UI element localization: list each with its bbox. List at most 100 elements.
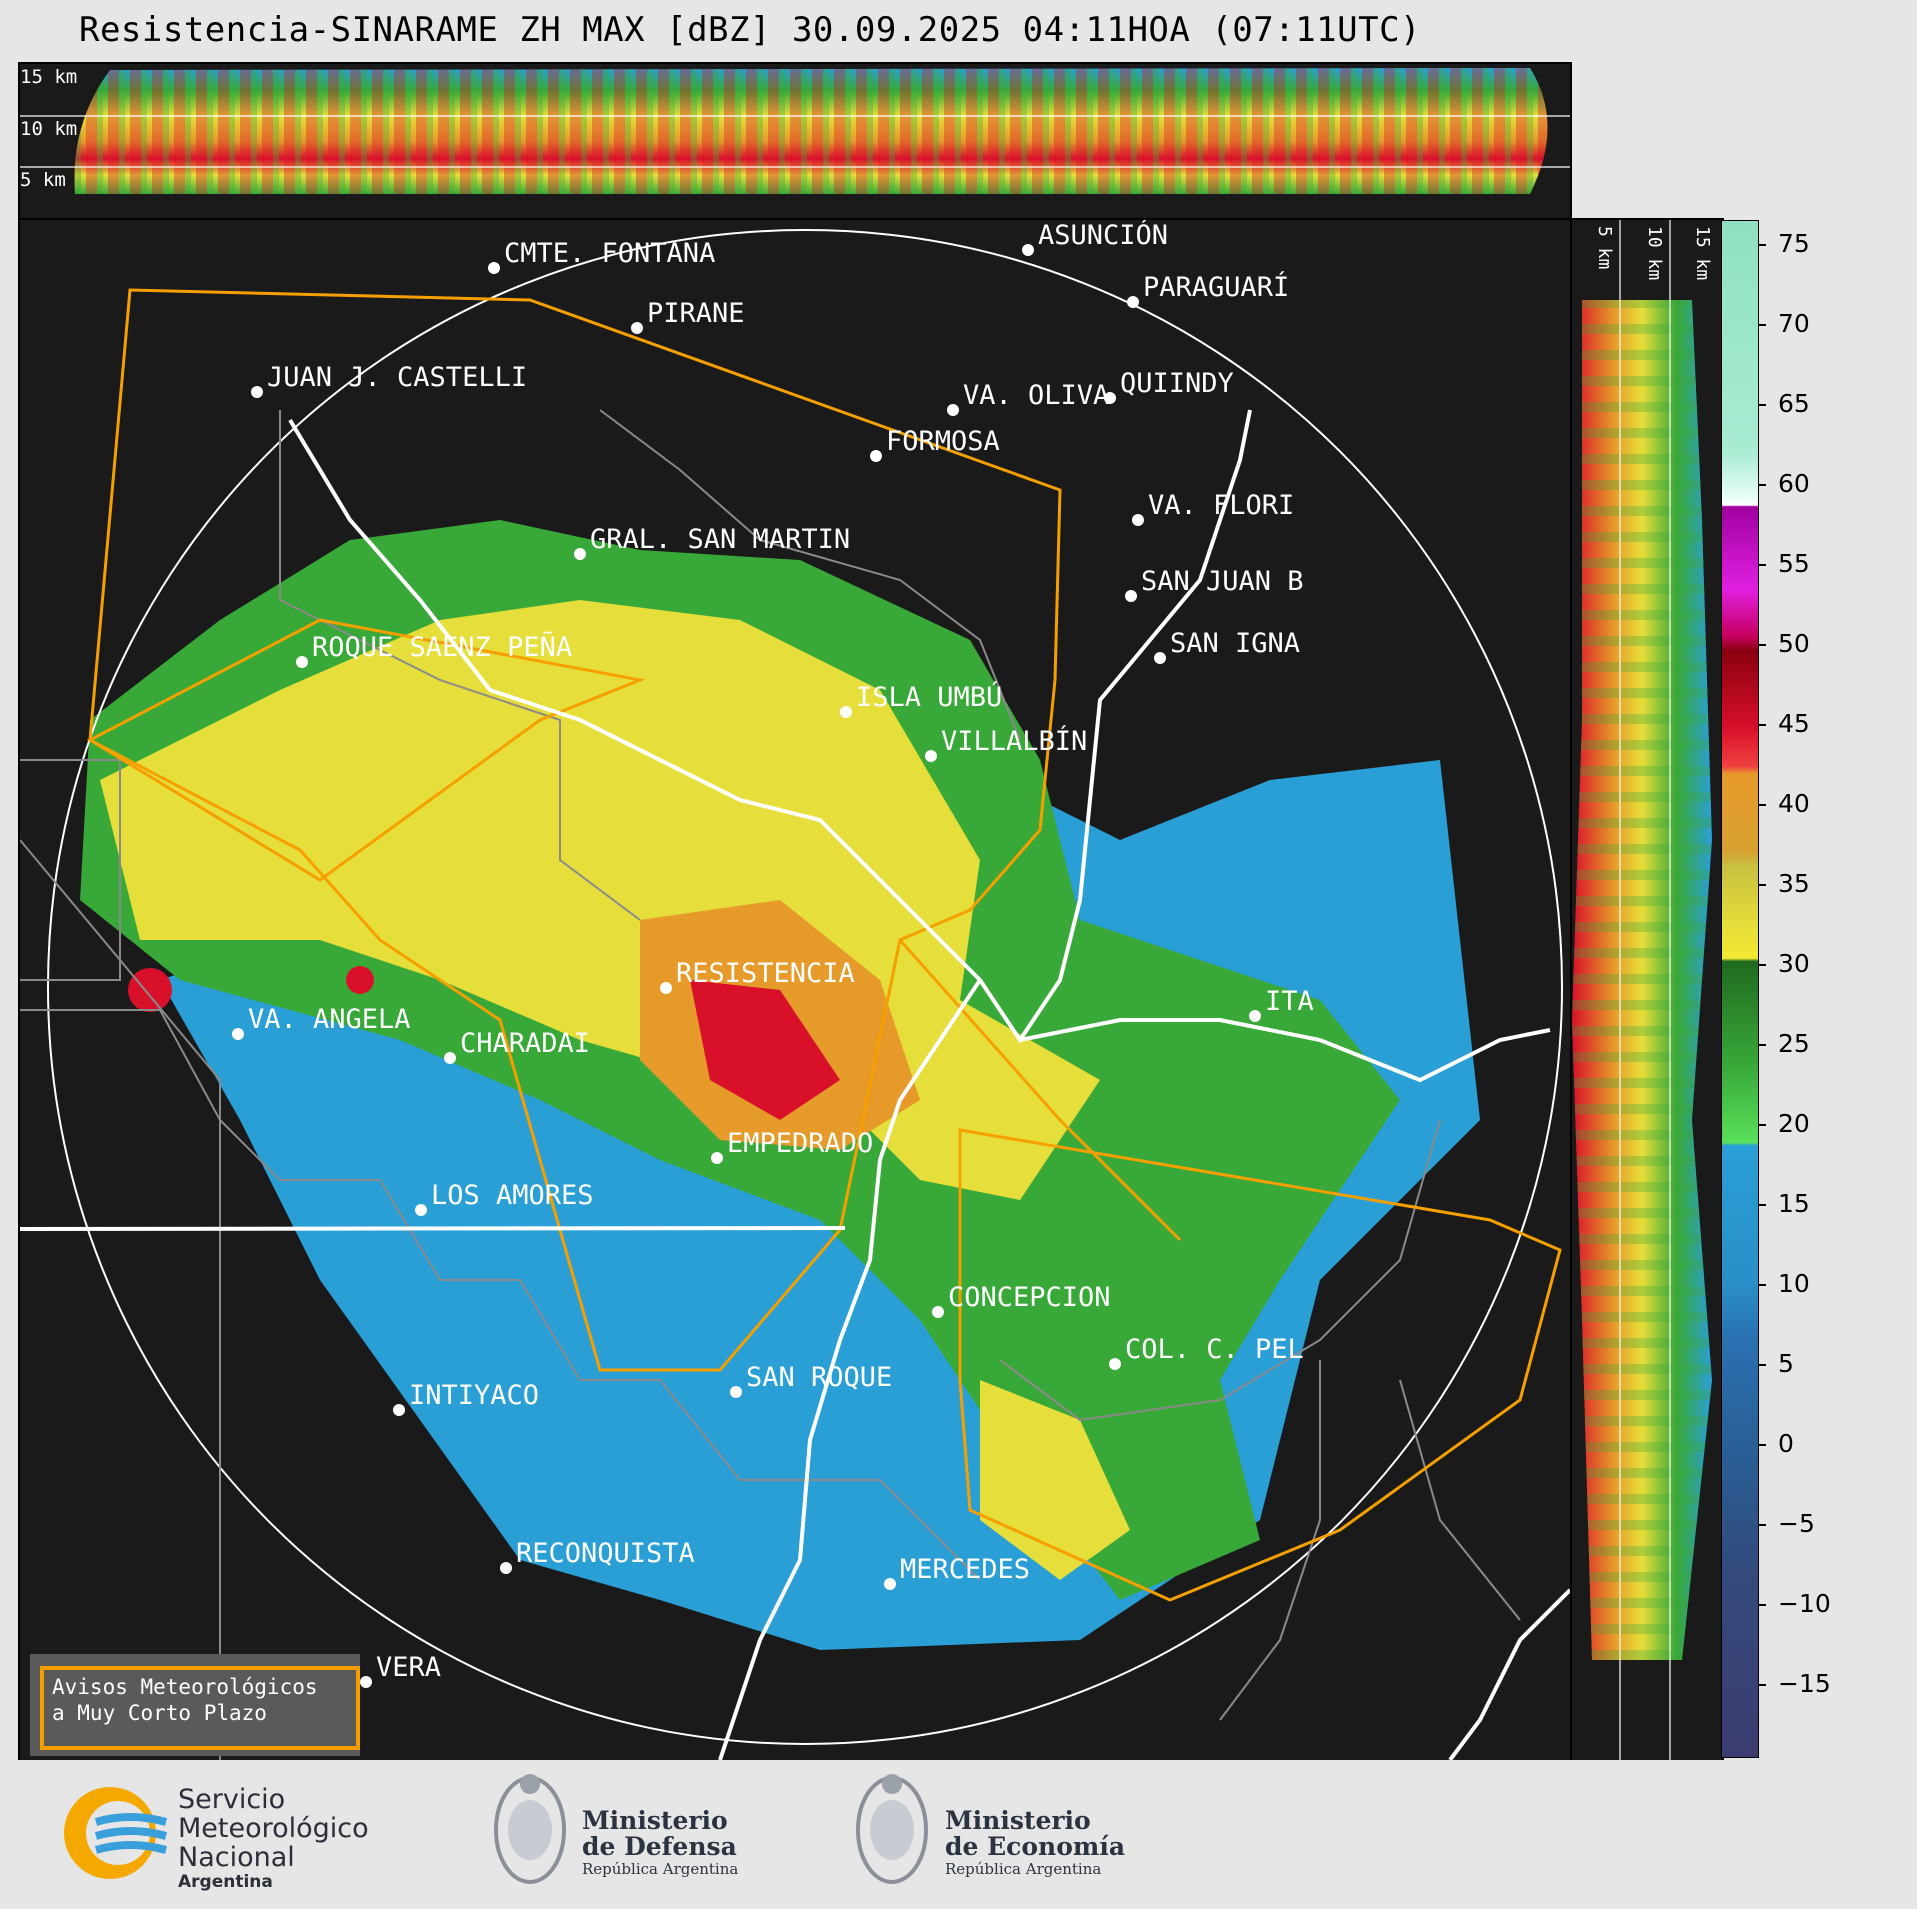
city-label: ITA (1265, 986, 1314, 1017)
colorbar-tick-label: 60 (1778, 469, 1810, 498)
province-boundaries (20, 409, 1521, 1760)
city-label: QUIINDY (1120, 368, 1234, 399)
city-marker (1104, 392, 1116, 404)
colorbar-tick-mark (1758, 1684, 1766, 1686)
colorbar-tick-label: 5 (1778, 1349, 1794, 1378)
city-marker (840, 706, 852, 718)
economia-line1: Ministerio (945, 1806, 1091, 1835)
colorbar-tick-mark (1758, 324, 1766, 326)
city-label: ASUNCIÓN (1038, 220, 1169, 251)
city-label: CONCEPCION (948, 1282, 1111, 1313)
city-label: SAN ROQUE (746, 1362, 893, 1393)
economia-line3: República Argentina (945, 1860, 1102, 1878)
city-marker (1132, 514, 1144, 526)
smn-line1: Servicio (178, 1784, 286, 1815)
colorbar-tick-label: −10 (1778, 1589, 1831, 1618)
range-ring (47, 229, 1563, 1745)
smn-logo-icon (64, 1787, 168, 1879)
logo-graphics (64, 1774, 928, 1884)
city-marker (393, 1404, 405, 1416)
city-label: VA. OLIVA (963, 380, 1110, 411)
colorbar-tick-mark (1758, 1124, 1766, 1126)
colorbar-tick-label: 40 (1778, 789, 1810, 818)
city-label: CHARADAI (460, 1028, 591, 1059)
top-cross-section-graphic (20, 64, 1570, 218)
colorbar-tick-mark (1758, 564, 1766, 566)
city-marker (1022, 244, 1034, 256)
city-label: GRAL. SAN MARTIN (590, 524, 851, 555)
colorbar (1721, 220, 1759, 1758)
city-marker (1109, 1358, 1121, 1370)
top-height-label-15: 15 km (20, 66, 78, 88)
colorbar-tick-label: 75 (1778, 229, 1810, 258)
top-cross-section-panel: 15 km 10 km 5 km (18, 62, 1572, 220)
colorbar-tick-mark (1758, 244, 1766, 246)
city-marker (500, 1562, 512, 1574)
city-marker (444, 1052, 456, 1064)
city-marker (251, 386, 263, 398)
city-label: VA. ANGELA (248, 1004, 411, 1035)
radar-map (20, 220, 1570, 1760)
city-marker (870, 450, 882, 462)
colorbar-tick-mark (1758, 1604, 1766, 1606)
city-marker (925, 750, 937, 762)
colorbar-tick-mark (1758, 1204, 1766, 1206)
radar-map-panel: CMTE. FONTANA ASUNCIÓN PARAGUARÍ PIRANE JUAN… (18, 218, 1572, 1762)
colorbar-tick-label: 55 (1778, 549, 1810, 578)
echo-red-cell (128, 968, 172, 1012)
city-label: ROQUE SAENZ PEÑA (312, 632, 573, 663)
economia-line2: de Economía (945, 1832, 1126, 1861)
colorbar-tick-mark (1758, 1444, 1766, 1446)
city-label: SAN IGNA (1170, 628, 1301, 659)
colorbar-tick-label: 35 (1778, 869, 1810, 898)
defensa-line2: de Defensa (582, 1832, 737, 1861)
colorbar-tick-label: 65 (1778, 389, 1810, 418)
warning-legend-frame: Avisos Meteorológicos a Muy Corto Plazo (40, 1666, 360, 1750)
defensa-emblem-icon (494, 1774, 566, 1884)
city-marker (415, 1204, 427, 1216)
colorbar-tick-mark (1758, 404, 1766, 406)
colorbar-tick-label: −15 (1778, 1669, 1831, 1698)
city-marker (232, 1028, 244, 1040)
city-label: PIRANE (647, 298, 745, 329)
colorbar-tick-label: 15 (1778, 1189, 1810, 1218)
smn-line4: Argentina (178, 1872, 273, 1892)
echo-red-core (690, 980, 840, 1120)
city-label: COL. C. PEL (1125, 1334, 1304, 1365)
warning-legend-box: Avisos Meteorológicos a Muy Corto Plazo (30, 1654, 360, 1756)
economia-logo-text: Ministerio de Economía República Argenti… (945, 1806, 1126, 1879)
city-label: CMTE. FONTANA (504, 238, 716, 269)
city-label: VA. FLORI (1148, 490, 1295, 521)
smn-line3: Nacional (178, 1842, 295, 1873)
defensa-logo-text: Ministerio de Defensa República Argentin… (582, 1808, 738, 1879)
colorbar-tick-label: 70 (1778, 309, 1810, 338)
city-label: LOS AMORES (431, 1180, 594, 1211)
city-marker (730, 1386, 742, 1398)
city-label: ISLA UMBÚ (856, 682, 1003, 713)
colorbar-tick-label: 25 (1778, 1029, 1810, 1058)
colorbar-tick-label: 45 (1778, 709, 1810, 738)
city-marker (947, 404, 959, 416)
side-height-label-10: 10 km (1644, 226, 1665, 281)
city-marker (711, 1152, 723, 1164)
city-label: JUAN J. CASTELLI (267, 362, 528, 393)
city-label: SAN JUAN B (1141, 566, 1304, 597)
city-marker (884, 1578, 896, 1590)
economia-emblem-icon (856, 1774, 928, 1884)
colorbar-tick-mark (1758, 1364, 1766, 1366)
city-label: EMPEDRADO (727, 1128, 874, 1159)
top-height-label-5: 5 km (20, 169, 66, 191)
footer (0, 1760, 1917, 1909)
city-marker (296, 656, 308, 668)
colorbar-tick-mark (1758, 1524, 1766, 1526)
city-marker (932, 1306, 944, 1318)
city-marker (1249, 1010, 1261, 1022)
smn-line2: Meteorológico (178, 1813, 369, 1844)
side-cross-section-panel: 5 km 10 km 15 km (1570, 218, 1724, 1762)
colorbar-tick-mark (1758, 804, 1766, 806)
city-label: FORMOSA (886, 426, 1000, 457)
colorbar-tick-label: 10 (1778, 1269, 1810, 1298)
city-marker (660, 982, 672, 994)
colorbar-tick-mark (1758, 884, 1766, 886)
rivers (20, 409, 1570, 1760)
